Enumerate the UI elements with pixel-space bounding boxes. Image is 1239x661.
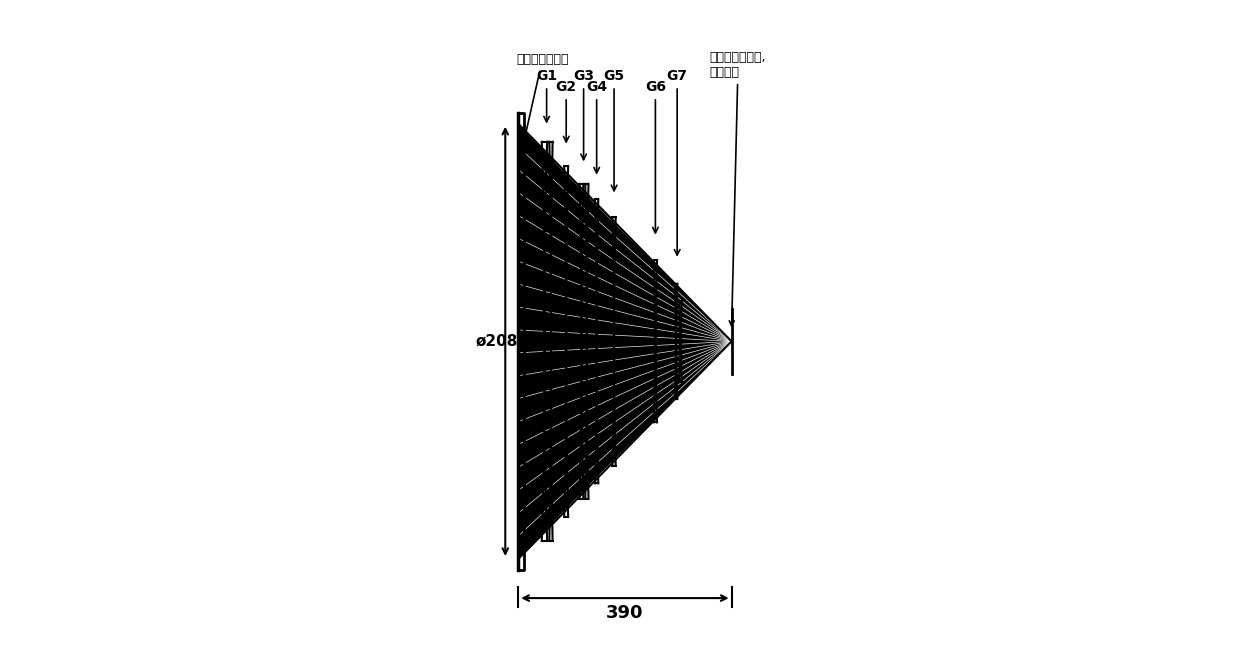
Text: G3: G3: [574, 69, 595, 160]
Text: 各方向入射光线: 各方向入射光线: [517, 53, 569, 152]
Text: G6: G6: [644, 80, 665, 233]
Text: G5: G5: [603, 69, 624, 191]
Text: 镜头光线汇聚处,
形成像面: 镜头光线汇聚处, 形成像面: [710, 51, 766, 326]
Text: ø208: ø208: [476, 334, 518, 349]
Text: G4: G4: [586, 80, 607, 173]
Polygon shape: [518, 124, 731, 559]
Text: 390: 390: [606, 604, 644, 622]
Text: G2: G2: [555, 80, 577, 142]
Text: G7: G7: [667, 69, 688, 255]
Text: G1: G1: [536, 69, 558, 122]
